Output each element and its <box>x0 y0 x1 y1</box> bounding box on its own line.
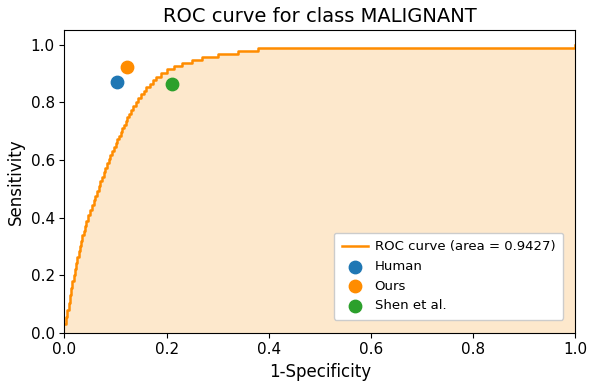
ROC curve (area = 0.9427) <box>199 55 206 60</box>
ROC curve (area = 0.9427) <box>81 223 89 228</box>
Ours <box>122 64 132 71</box>
Legend: ROC curve (area = 0.9427), Human, Ours, Shen et al.: ROC curve (area = 0.9427), Human, Ours, … <box>334 232 563 320</box>
ROC curve (area = 0.9427) <box>80 233 87 238</box>
Title: ROC curve for class MALIGNANT: ROC curve for class MALIGNANT <box>163 7 476 26</box>
ROC curve (area = 0.9427) <box>163 70 170 75</box>
Human <box>112 78 122 85</box>
Line: ROC curve (area = 0.9427): ROC curve (area = 0.9427) <box>65 45 575 324</box>
ROC curve (area = 0.9427) <box>571 42 579 47</box>
X-axis label: 1-Specificity: 1-Specificity <box>268 363 371 381</box>
Shen et al. <box>167 80 176 87</box>
ROC curve (area = 0.9427) <box>153 74 160 79</box>
ROC curve (area = 0.9427) <box>121 126 128 130</box>
Y-axis label: Sensitivity: Sensitivity <box>7 138 25 225</box>
ROC curve (area = 0.9427) <box>61 322 68 326</box>
